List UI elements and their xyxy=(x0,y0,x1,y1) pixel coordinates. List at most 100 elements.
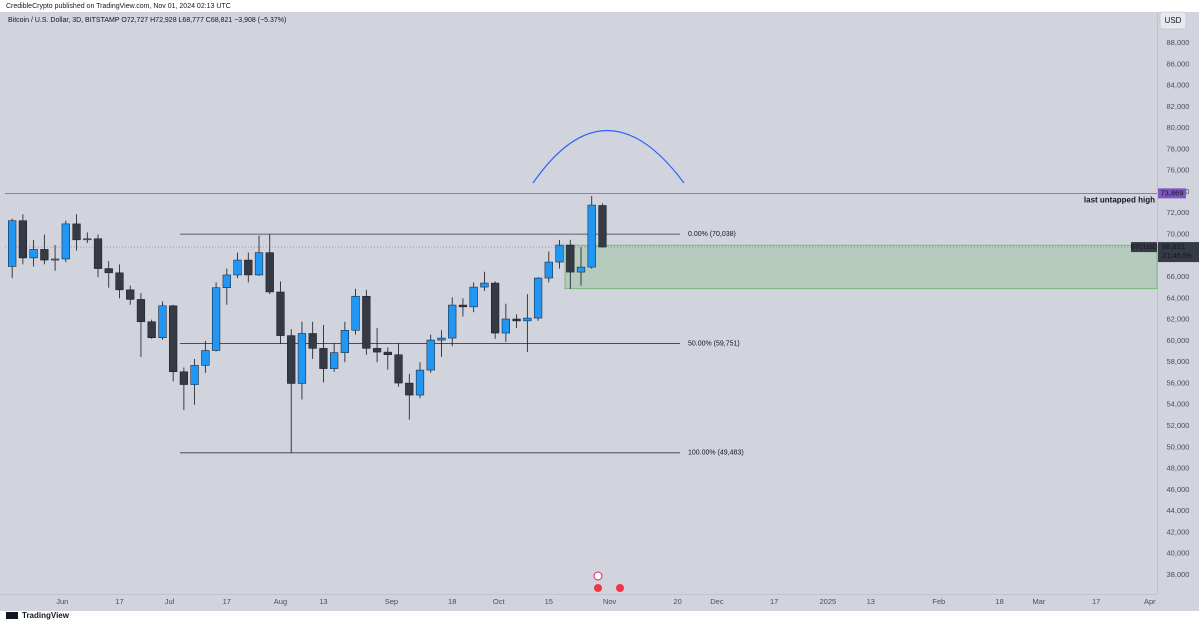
x-tick-label: Oct xyxy=(493,597,506,606)
x-tick-label: 13 xyxy=(319,597,327,606)
y-tick-label: 40,000 xyxy=(1167,549,1190,558)
x-tick-label: 20 xyxy=(673,597,681,606)
y-tick-label: 76,000 xyxy=(1167,166,1190,175)
x-tick-label: 18 xyxy=(448,597,456,606)
y-tick-label: 88,000 xyxy=(1167,38,1190,47)
candle-body xyxy=(61,223,70,260)
candle-body xyxy=(29,249,38,259)
candle-body xyxy=(469,286,478,308)
x-tick-label: 13 xyxy=(867,597,875,606)
candle-body xyxy=(190,365,199,385)
candle-body xyxy=(254,252,264,276)
x-tick-label: 17 xyxy=(223,597,231,606)
candle-body xyxy=(501,318,510,334)
candle-body xyxy=(426,339,435,371)
candle-body xyxy=(201,350,210,366)
candle-body xyxy=(533,277,543,319)
demand-zone xyxy=(564,244,1158,290)
candle-body xyxy=(18,220,28,259)
brand-logo xyxy=(6,612,18,619)
candle-body xyxy=(512,318,521,322)
chart-background xyxy=(0,12,1199,611)
candle-body xyxy=(351,295,360,331)
candle-body xyxy=(383,351,392,356)
fib-label: 50.00% (59,751) xyxy=(688,340,740,347)
y-tick-label: 38,000 xyxy=(1167,570,1190,579)
candle-body xyxy=(448,304,457,339)
x-tick-label: Mar xyxy=(1032,597,1045,606)
event-icon xyxy=(593,571,603,581)
candle-body xyxy=(566,244,575,273)
y-tick-label: 60,000 xyxy=(1167,336,1190,345)
candle-body xyxy=(169,305,178,373)
candle-body xyxy=(405,382,414,396)
y-tick-label: 66,000 xyxy=(1167,272,1190,281)
countdown-label: 21:46:59 xyxy=(1162,251,1191,260)
candle-body xyxy=(179,371,188,385)
y-tick-label: 86,000 xyxy=(1167,59,1190,68)
candle-body xyxy=(523,317,532,322)
candle-body xyxy=(372,348,382,353)
candle-body xyxy=(544,261,553,279)
y-tick-label: 84,000 xyxy=(1167,81,1190,90)
x-tick-label: 15 xyxy=(545,597,553,606)
symbol-tag xyxy=(1131,242,1157,253)
candle-body xyxy=(104,268,113,274)
candle-body xyxy=(340,330,349,353)
x-tick-label: Jun xyxy=(56,597,68,606)
candle-body xyxy=(211,287,221,351)
candle-body xyxy=(319,348,328,369)
y-tick-label: 50,000 xyxy=(1167,442,1190,451)
projection-arc xyxy=(532,130,685,184)
event-icon xyxy=(616,584,624,592)
candle-body xyxy=(8,220,17,267)
legend: Bitcoin / U.S. Dollar, 3D, BITSTAMP O72,… xyxy=(8,17,286,24)
candle-body xyxy=(437,337,446,341)
candle-body xyxy=(587,204,596,268)
x-tick-label: Sep xyxy=(385,597,398,606)
untapped-high-note: last untapped high xyxy=(1084,195,1155,204)
y-tick-label: 78,000 xyxy=(1167,144,1190,153)
candle-body xyxy=(491,282,500,334)
y-tick-label: 82,000 xyxy=(1167,102,1190,111)
event-icon xyxy=(594,584,602,592)
candle-body xyxy=(126,289,135,300)
y-tick-label: 52,000 xyxy=(1167,421,1190,430)
untapped-high-tag xyxy=(1158,188,1186,199)
candle-body xyxy=(576,266,586,273)
brand: TradingView xyxy=(22,611,70,620)
candle-body xyxy=(93,238,103,269)
x-tick-label: 2025 xyxy=(820,597,837,606)
y-tick-label: 44,000 xyxy=(1167,506,1190,515)
candle-body xyxy=(598,205,607,248)
header: CredibleCrypto published on TradingView.… xyxy=(6,3,231,10)
x-tick-label: Aug xyxy=(274,597,287,606)
last-price-label: 68,821 xyxy=(1162,242,1185,251)
candle-body xyxy=(394,354,403,384)
y-tick-label: 56,000 xyxy=(1167,378,1190,387)
y-tick-label: 58,000 xyxy=(1167,357,1190,366)
currency-button[interactable] xyxy=(1159,11,1187,30)
fib-label: 100.00% (49,483) xyxy=(688,450,744,457)
candle-body xyxy=(330,352,339,369)
currency-label: USD xyxy=(1165,16,1182,25)
x-tick-label: 17 xyxy=(1092,597,1100,606)
candle-body xyxy=(244,259,253,276)
candle-body xyxy=(287,335,296,384)
x-tick-label: Feb xyxy=(932,597,945,606)
y-tick-label: 62,000 xyxy=(1167,315,1190,324)
candle-body xyxy=(40,249,49,261)
candle-body xyxy=(158,305,167,338)
y-tick-label: 42,000 xyxy=(1167,527,1190,536)
candle-body xyxy=(83,238,92,241)
candle-body xyxy=(415,369,425,396)
fib-label: 0.00% (70,038) xyxy=(688,231,736,238)
x-tick-label: Jul xyxy=(165,597,175,606)
candle-body xyxy=(233,259,242,276)
symbol-label: BTCUSD xyxy=(1131,244,1158,251)
x-tick-label: 17 xyxy=(115,597,123,606)
x-tick-label: Dec xyxy=(710,597,724,606)
candle-body xyxy=(308,333,317,349)
candle-body xyxy=(362,295,371,349)
x-tick-label: 18 xyxy=(995,597,1003,606)
